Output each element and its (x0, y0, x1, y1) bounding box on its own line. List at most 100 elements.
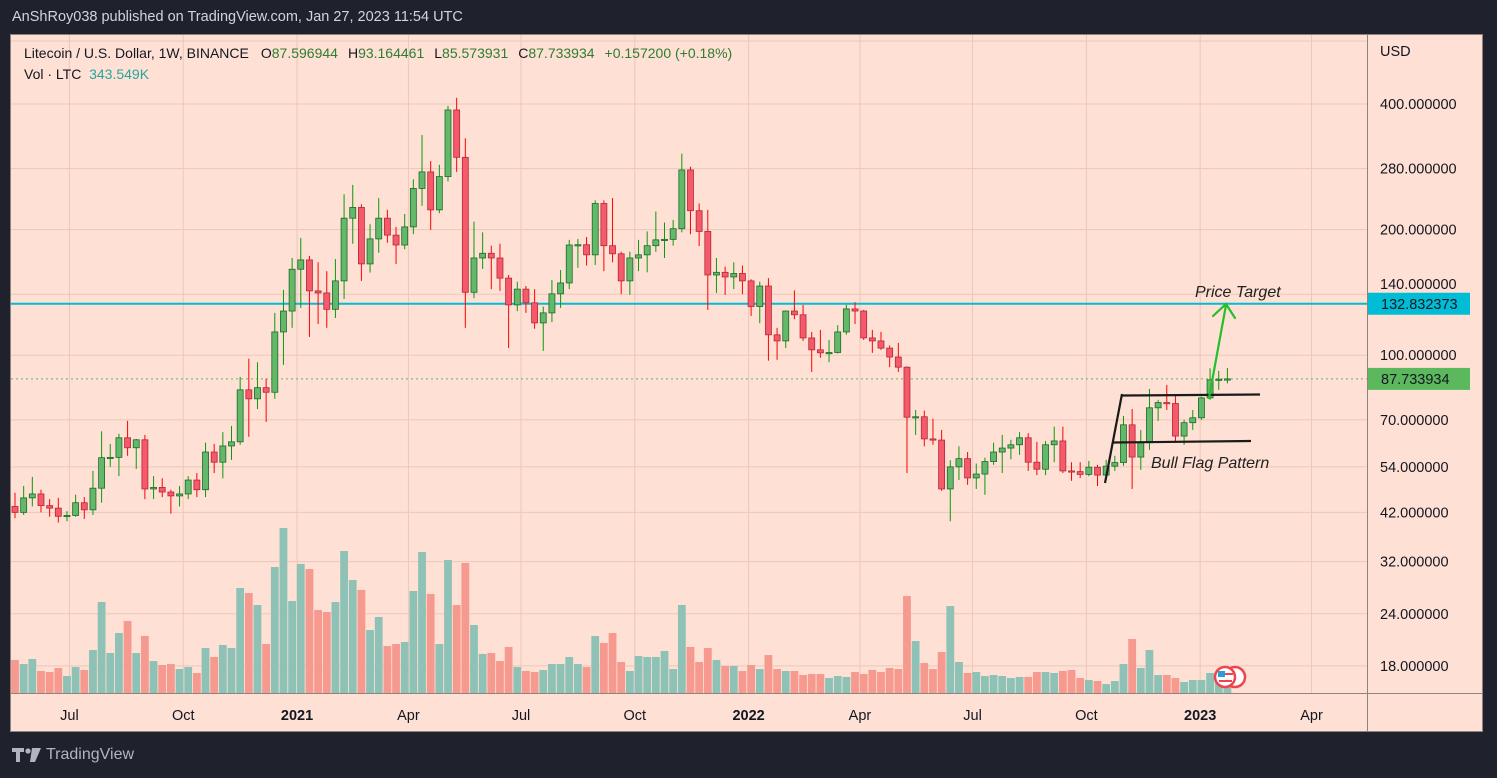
price-axis[interactable]: 400.000000 280.000000 200.000000 140.000000… (1380, 97, 1457, 675)
candle[interactable] (920, 410, 928, 447)
candle[interactable] (63, 511, 71, 522)
candle[interactable] (739, 265, 746, 295)
candle[interactable] (669, 219, 677, 246)
candle[interactable] (193, 472, 201, 498)
candle[interactable] (1154, 399, 1162, 421)
candle[interactable] (375, 198, 383, 253)
candle[interactable] (539, 306, 547, 351)
candle[interactable] (236, 376, 244, 445)
candle[interactable] (886, 345, 894, 368)
candle[interactable] (825, 339, 833, 363)
candle[interactable] (262, 378, 270, 422)
candle[interactable] (747, 279, 755, 316)
candle[interactable] (626, 251, 634, 295)
candle[interactable] (505, 274, 513, 349)
candle[interactable] (54, 497, 62, 523)
candle[interactable] (964, 452, 971, 485)
candle[interactable] (366, 224, 374, 273)
candle[interactable] (548, 279, 556, 323)
candle[interactable] (418, 135, 426, 206)
candle[interactable] (297, 237, 305, 308)
candle[interactable] (609, 198, 616, 263)
price-target-label[interactable]: Price Target (1195, 284, 1281, 301)
candle[interactable] (401, 213, 409, 250)
candle[interactable] (80, 497, 88, 519)
candle[interactable] (479, 232, 487, 269)
candle[interactable] (141, 434, 149, 500)
candle[interactable] (89, 470, 97, 515)
candle[interactable] (496, 243, 504, 291)
time-axis[interactable]: Jul Oct 2021 Apr Jul Oct 2022 Apr Jul Oct 2023 Apr (60, 708, 1323, 724)
candle[interactable] (617, 251, 625, 295)
candle[interactable] (461, 138, 469, 328)
candle[interactable] (37, 489, 45, 513)
candle[interactable] (531, 289, 538, 329)
candle[interactable] (730, 262, 738, 290)
candle[interactable] (955, 446, 963, 481)
flagpole-line[interactable] (1103, 393, 1124, 484)
candle[interactable] (349, 184, 357, 244)
candle[interactable] (929, 418, 937, 445)
candle[interactable] (1163, 384, 1171, 411)
candle[interactable] (46, 499, 54, 517)
candle[interactable] (1198, 396, 1205, 420)
candle[interactable] (765, 278, 772, 361)
candle[interactable] (314, 262, 322, 324)
candle[interactable] (1224, 368, 1231, 384)
symbol-title[interactable]: Litecoin / U.S. Dollar, 1W, BINANCE (24, 45, 249, 61)
candle[interactable] (357, 204, 365, 281)
candle[interactable] (791, 290, 798, 320)
candle[interactable] (773, 327, 781, 360)
candle[interactable] (652, 211, 660, 252)
candle[interactable] (453, 97, 461, 172)
candle[interactable] (132, 438, 140, 469)
candle[interactable] (280, 289, 287, 365)
candle[interactable] (1215, 370, 1223, 390)
candle[interactable] (816, 329, 824, 358)
candle[interactable] (340, 194, 348, 299)
candle[interactable] (600, 200, 608, 272)
candle[interactable] (1076, 462, 1084, 478)
candle[interactable] (1016, 432, 1023, 455)
candle[interactable] (1128, 409, 1136, 489)
candle[interactable] (20, 485, 28, 515)
candle[interactable] (470, 221, 478, 299)
bull-flag-label[interactable]: Bull Flag Pattern (1151, 455, 1269, 472)
candle[interactable] (513, 281, 521, 312)
candle[interactable] (332, 259, 339, 318)
bull-flag-drawing[interactable] (1103, 393, 1261, 484)
candle[interactable] (903, 366, 911, 473)
candle[interactable] (695, 203, 703, 246)
candle[interactable] (574, 238, 582, 268)
candle[interactable] (851, 302, 859, 324)
candle[interactable] (713, 257, 720, 293)
candle[interactable] (834, 325, 842, 354)
candle[interactable] (1085, 460, 1093, 477)
candle[interactable] (990, 442, 997, 465)
candle[interactable] (1189, 410, 1197, 430)
candle[interactable] (1033, 441, 1041, 476)
candle[interactable] (998, 434, 1006, 473)
candle[interactable] (1050, 426, 1058, 463)
candle[interactable] (271, 312, 279, 399)
candle[interactable] (176, 485, 183, 507)
candle[interactable] (487, 245, 495, 290)
candle[interactable] (409, 179, 417, 235)
candle[interactable] (661, 222, 668, 258)
candle[interactable] (635, 239, 642, 272)
candle[interactable] (202, 442, 209, 498)
candle[interactable] (1137, 429, 1145, 470)
volume-legend[interactable]: Vol · LTC 343.549K (24, 66, 149, 82)
candle[interactable] (972, 463, 980, 489)
candle[interactable] (115, 433, 123, 477)
candle[interactable] (1059, 426, 1067, 473)
candle[interactable] (565, 239, 573, 290)
flag-top-line[interactable] (1121, 393, 1261, 397)
candle[interactable] (245, 358, 253, 437)
candle[interactable] (435, 164, 443, 214)
candle[interactable] (591, 200, 599, 265)
candle[interactable] (210, 443, 218, 473)
candle[interactable] (98, 431, 105, 503)
candle[interactable] (938, 429, 946, 491)
candle[interactable] (28, 476, 36, 507)
